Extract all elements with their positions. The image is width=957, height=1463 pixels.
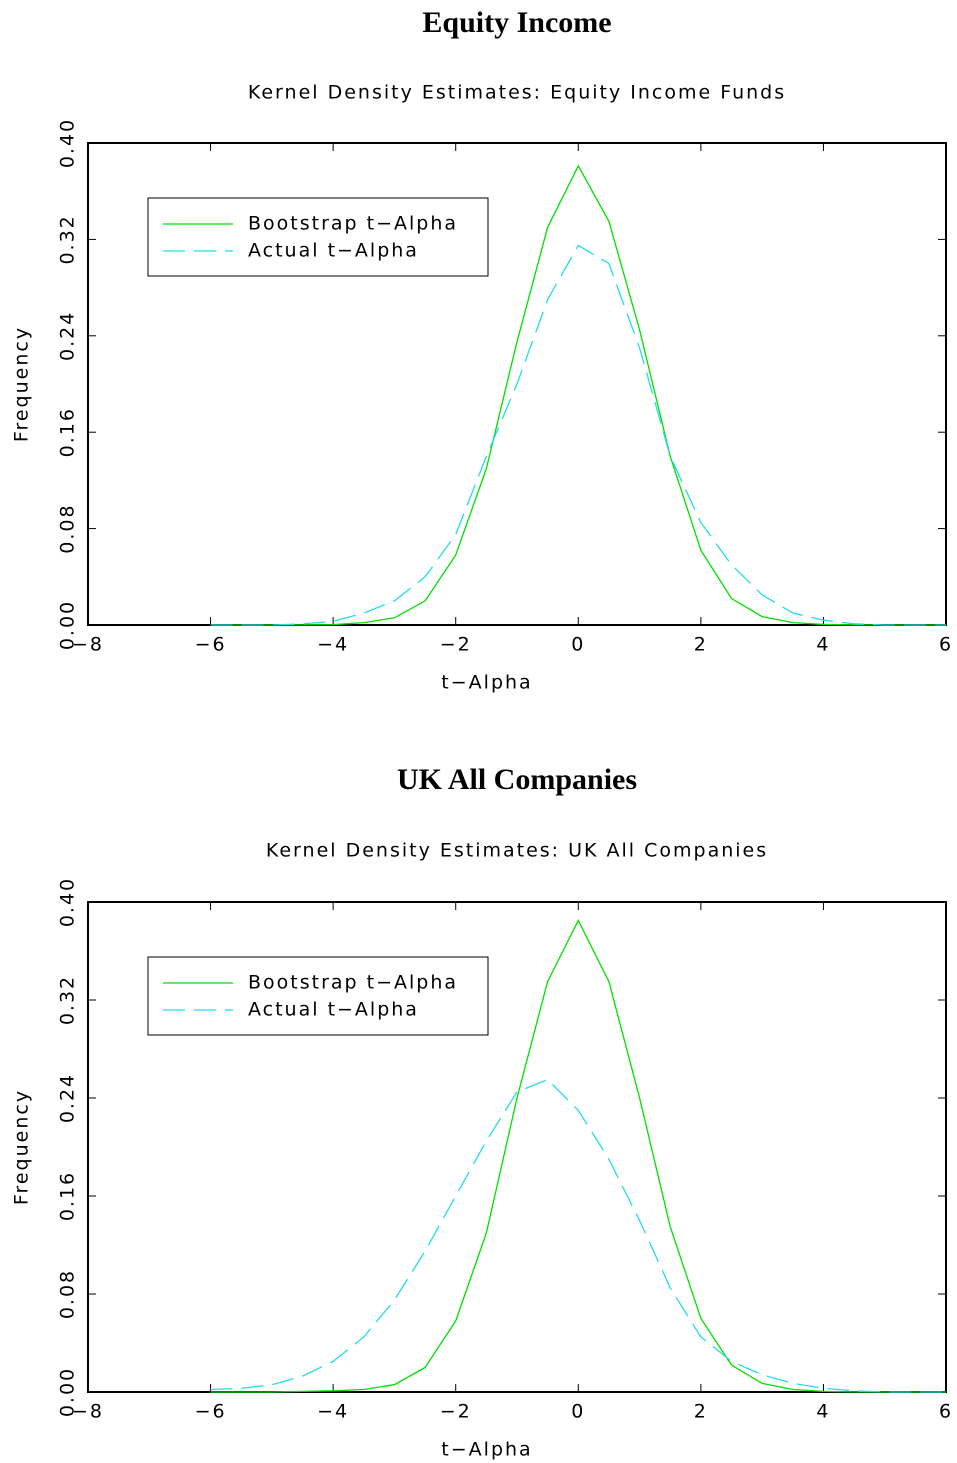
legend-label: Bootstrap t−Alpha xyxy=(248,213,458,235)
y-tick-label: 0.32 xyxy=(57,975,79,1025)
x-tick-label: −2 xyxy=(440,634,472,656)
y-tick-label: 0.00 xyxy=(57,1367,79,1417)
heading: Equity Income xyxy=(422,6,611,39)
plot-frame xyxy=(87,142,947,626)
x-tick-label: −4 xyxy=(317,1401,349,1423)
x-tick-label: 4 xyxy=(816,1401,830,1423)
x-tick-label: 4 xyxy=(816,634,830,656)
y-tick-label: 0.16 xyxy=(57,407,79,457)
legend-label: Actual t−Alpha xyxy=(248,999,419,1021)
density-line xyxy=(210,164,946,626)
x-tick-label: −4 xyxy=(317,634,349,656)
legend-box xyxy=(147,197,489,277)
x-tick-label: 0 xyxy=(571,634,585,656)
x-tick-label: 2 xyxy=(694,634,708,656)
density-line xyxy=(210,918,946,1393)
x-axis-label: t−Alpha xyxy=(441,1439,532,1461)
legend-box xyxy=(147,956,489,1036)
x-tick-label: 2 xyxy=(694,1401,708,1423)
plot-frame xyxy=(87,901,947,1393)
legend-label: Actual t−Alpha xyxy=(248,240,419,262)
density-line xyxy=(210,244,946,626)
y-tick-label: 0.40 xyxy=(57,118,79,168)
y-tick-label: 0.32 xyxy=(57,214,79,264)
x-tick-label: −8 xyxy=(72,1401,104,1423)
legend-label: Bootstrap t−Alpha xyxy=(248,972,458,994)
y-axis-label: Frequency xyxy=(11,326,33,442)
y-tick-label: 0.08 xyxy=(57,503,79,553)
x-tick-label: 6 xyxy=(939,634,953,656)
y-tick-label: 0.24 xyxy=(57,1073,79,1123)
heading: UK All Companies xyxy=(397,763,637,796)
x-tick-label: −6 xyxy=(195,634,227,656)
density-line xyxy=(210,1078,946,1393)
y-axis-label: Frequency xyxy=(11,1089,33,1205)
y-tick-label: 0.08 xyxy=(57,1269,79,1319)
chart-title: Kernel Density Estimates: UK All Compani… xyxy=(266,840,768,862)
chart-title: Kernel Density Estimates: Equity Income … xyxy=(248,82,786,104)
y-tick-label: 0.24 xyxy=(57,311,79,361)
x-tick-label: −8 xyxy=(72,634,104,656)
x-tick-label: 0 xyxy=(571,1401,585,1423)
x-tick-label: −2 xyxy=(440,1401,472,1423)
x-axis-label: t−Alpha xyxy=(441,672,532,694)
x-tick-label: 6 xyxy=(939,1401,953,1423)
x-tick-label: −6 xyxy=(195,1401,227,1423)
y-tick-label: 0.16 xyxy=(57,1171,79,1221)
y-tick-label: 0.40 xyxy=(57,877,79,927)
y-tick-label: 0.00 xyxy=(57,600,79,650)
